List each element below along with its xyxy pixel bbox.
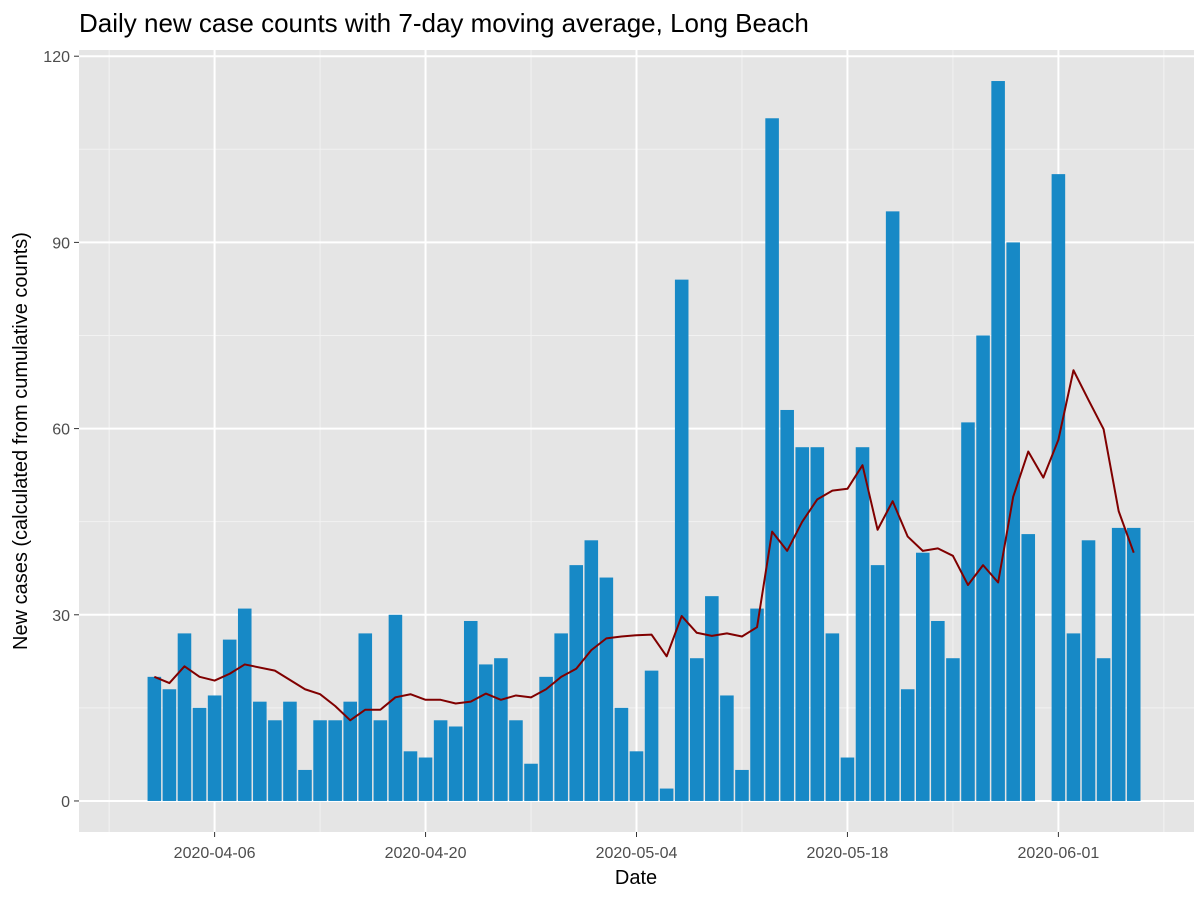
y-axis-title: New cases (calculated from cumulative co… — [10, 232, 32, 650]
bar — [1066, 633, 1081, 801]
bar — [313, 720, 327, 801]
x-axis: 2020-04-06 2020-04-20 2020-05-04 2020-05-18… — [174, 832, 1099, 862]
bar — [418, 757, 433, 801]
bar — [689, 658, 704, 801]
bar — [1006, 242, 1020, 801]
bar — [599, 577, 614, 801]
bar — [659, 788, 674, 801]
x-tick-label: 2020-06-01 — [1017, 845, 1099, 862]
bar — [554, 633, 568, 801]
bar — [931, 620, 945, 801]
bar — [448, 726, 463, 801]
bar — [810, 447, 825, 801]
bar — [946, 658, 960, 801]
bar — [1081, 540, 1096, 801]
x-tick-label: 2020-05-04 — [596, 845, 678, 862]
x-tick-label: 2020-04-06 — [174, 845, 256, 862]
bar-series — [147, 81, 1141, 801]
y-tick-label: 60 — [52, 422, 70, 439]
bar — [629, 751, 644, 801]
bar — [870, 565, 885, 801]
bar — [720, 695, 734, 801]
bar — [147, 676, 162, 801]
bar — [328, 720, 342, 801]
bar — [524, 763, 538, 801]
bar — [705, 596, 719, 801]
bar — [825, 633, 840, 801]
y-tick-label: 0 — [61, 794, 70, 811]
bar — [479, 664, 493, 801]
bar — [433, 720, 448, 801]
bar — [961, 422, 975, 801]
bar — [358, 633, 373, 801]
bar — [509, 720, 523, 801]
x-tick-label: 2020-05-18 — [807, 845, 889, 862]
bar — [343, 701, 357, 801]
bar — [900, 689, 915, 801]
y-tick-label: 30 — [52, 608, 70, 625]
bar — [1126, 527, 1141, 801]
bar — [614, 707, 629, 801]
bar — [674, 279, 689, 801]
bar — [765, 118, 779, 801]
bar — [750, 608, 764, 801]
bar — [373, 720, 388, 801]
bar — [991, 81, 1005, 801]
bar — [885, 211, 900, 801]
bar — [1096, 658, 1111, 801]
bar — [253, 701, 267, 801]
bar — [855, 447, 870, 801]
bar — [735, 769, 749, 801]
y-tick-label: 90 — [52, 235, 70, 252]
bar — [1021, 534, 1036, 801]
bar — [1111, 527, 1126, 801]
bar — [539, 676, 553, 801]
bar — [283, 701, 297, 801]
bar — [192, 707, 207, 801]
x-tick-label: 2020-04-20 — [385, 845, 467, 862]
bar — [494, 658, 508, 801]
bar — [1051, 174, 1066, 801]
bar — [222, 639, 237, 801]
bar — [916, 552, 930, 801]
bar — [584, 540, 599, 801]
bar — [268, 720, 282, 801]
y-axis: 0 30 60 90 120 — [43, 49, 79, 811]
bar — [780, 409, 794, 801]
bar — [162, 689, 177, 801]
chart-title: Daily new case counts with 7-day moving … — [79, 8, 809, 38]
bar — [207, 695, 222, 801]
y-tick-label: 120 — [43, 49, 70, 66]
bar — [976, 335, 990, 801]
bar — [795, 447, 810, 801]
bar — [388, 614, 403, 801]
bar — [403, 751, 418, 801]
bar — [569, 565, 584, 801]
moving-average-line — [153, 369, 1135, 722]
bar — [298, 769, 312, 801]
bar — [237, 608, 252, 801]
bar — [644, 670, 659, 801]
bar — [840, 757, 855, 801]
x-axis-title: Date — [615, 867, 657, 889]
bar — [177, 633, 192, 801]
bar — [463, 620, 478, 801]
